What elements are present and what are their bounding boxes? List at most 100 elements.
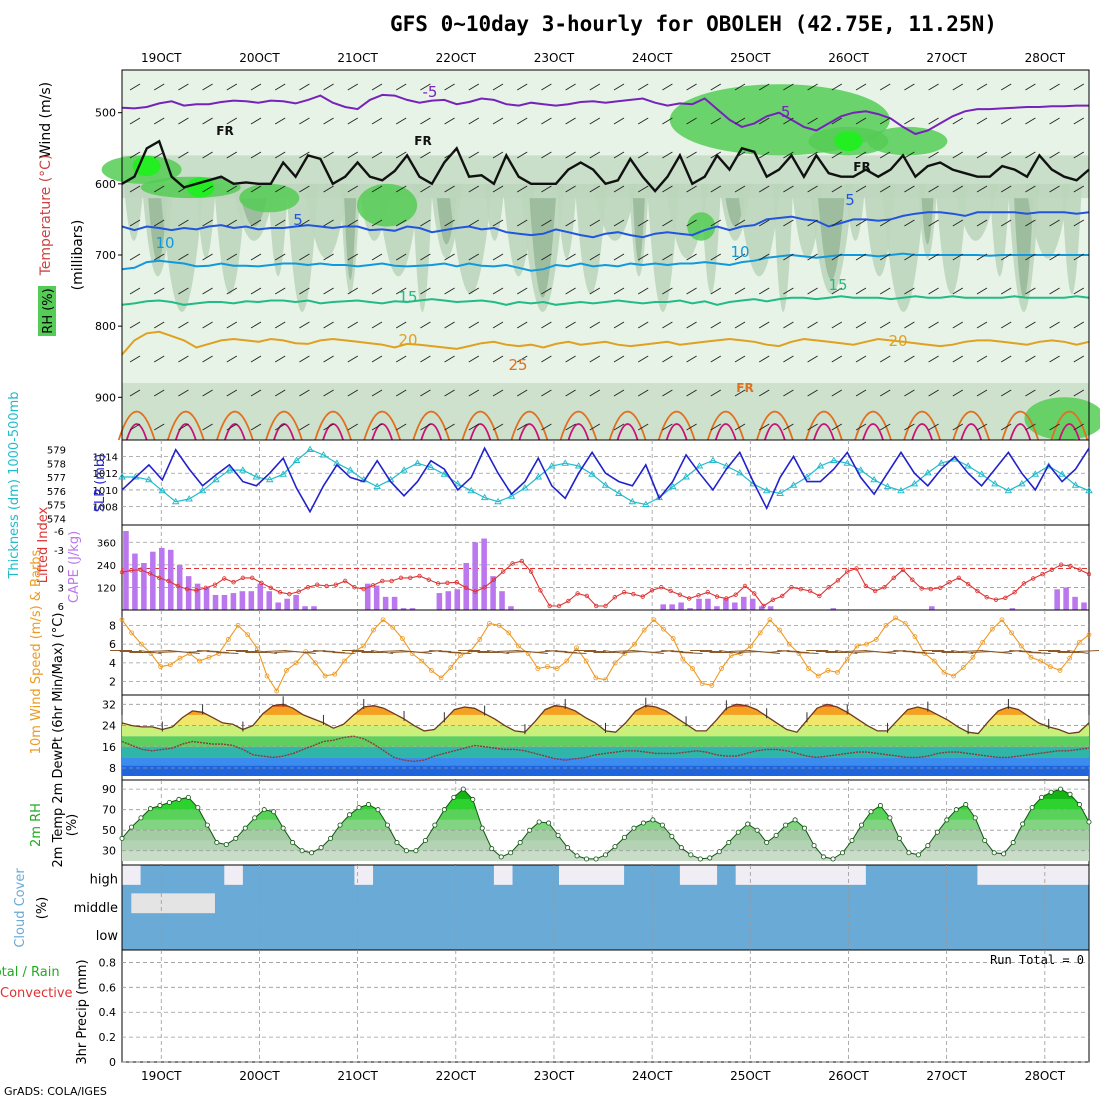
cape-bar <box>749 598 756 610</box>
wind-barb <box>589 83 601 91</box>
rh2m-marker <box>612 844 618 850</box>
wind-barb <box>153 321 165 329</box>
wind-barb <box>686 355 697 363</box>
wind-speed-marker <box>564 658 570 664</box>
isotherm-label: -5 <box>776 103 791 121</box>
wind-barb <box>734 355 746 363</box>
wind-barb <box>613 219 625 227</box>
wind-barb <box>1073 219 1085 227</box>
wind-barb <box>637 389 649 397</box>
wind-barb <box>662 321 673 329</box>
wind-barb-10m <box>371 650 394 654</box>
wind-barb <box>613 83 625 91</box>
wind-barb <box>492 117 504 125</box>
wind-barb <box>1073 389 1085 397</box>
wind-barb <box>1073 423 1085 431</box>
wind-barb <box>178 389 189 397</box>
rh2m-marker <box>138 815 144 821</box>
wind-barb <box>178 423 189 431</box>
rh-tongue <box>159 183 204 312</box>
wind-barb <box>976 423 988 431</box>
wind-barb <box>250 83 262 91</box>
precip-tick-label: 0.8 <box>99 956 117 969</box>
rh2m-marker <box>1029 805 1035 811</box>
isotherm-25-arch <box>952 410 991 441</box>
rh2m-marker <box>1001 851 1007 857</box>
rh2m-marker <box>811 843 817 849</box>
wind-barb-10m <box>438 651 461 653</box>
wind-barb <box>928 389 939 397</box>
cloud-level-label: high <box>90 872 118 887</box>
cape-bar <box>167 549 174 610</box>
wind-speed-marker <box>893 615 898 621</box>
wind-barb <box>734 253 746 261</box>
pressure-axis-label: (millibars) <box>70 220 86 291</box>
lifted-index-marker <box>659 585 664 590</box>
rh-tongue <box>737 183 782 277</box>
rh2m-marker <box>896 835 902 841</box>
rh2m-tick-label: 70 <box>102 804 116 817</box>
lifted-index-marker <box>194 588 199 593</box>
wind-barb <box>202 151 213 159</box>
lifted-index-marker <box>212 582 218 587</box>
wind-speed-marker <box>1038 658 1044 664</box>
wind-speed-marker <box>583 658 589 664</box>
rh2m-marker <box>318 845 324 851</box>
wind-barb <box>904 355 915 363</box>
thickness-marker <box>843 459 852 466</box>
isotherm-5 <box>121 211 1090 239</box>
rh2m-marker <box>157 803 163 809</box>
wind-barb <box>1025 219 1036 227</box>
wind-barb <box>662 389 673 397</box>
wind-barb <box>1000 355 1012 363</box>
isotherm-20 <box>121 330 1090 356</box>
wind-barb <box>395 83 407 91</box>
wind-barb <box>153 185 165 193</box>
wind-speed-marker <box>941 669 947 675</box>
wind-barb-10m <box>612 650 635 652</box>
wind-barb <box>1049 83 1060 91</box>
lifted-index-marker <box>222 576 227 581</box>
slp-axis-label: SLP (mb) <box>93 454 108 513</box>
lifted-index-marker <box>761 603 766 609</box>
cape-bar <box>660 604 666 610</box>
thickness-tick-label: 576 <box>47 487 66 498</box>
pressure-tick-label: 900 <box>95 391 116 404</box>
temp-tick-label: 24 <box>102 720 116 733</box>
cape-tick-label: 360 <box>97 538 116 549</box>
rh2m-marker <box>147 806 153 812</box>
wind-barb <box>734 389 746 397</box>
thickness-marker <box>118 473 126 480</box>
isotherm-30-arch <box>1009 423 1032 441</box>
pressure-tick-label: 800 <box>95 320 116 333</box>
wind-barb <box>879 321 891 329</box>
rh2m-marker <box>669 833 675 839</box>
wind-speed-marker <box>196 658 202 664</box>
bottom-date-label: 20OCT <box>239 1069 280 1083</box>
wind-barb <box>613 389 625 397</box>
wind-barb <box>323 253 334 261</box>
isotherm-25-arch <box>903 410 941 441</box>
wind-barb <box>589 355 601 363</box>
bottom-date-label: 19OCT <box>141 1069 182 1083</box>
wind-barb <box>783 321 794 329</box>
rh2m-marker <box>953 807 959 813</box>
wind-barb <box>299 423 310 431</box>
wind-barb <box>1073 253 1085 261</box>
wind-speed-marker <box>1018 643 1024 649</box>
slp-tick-label: 1008 <box>93 503 118 514</box>
wind-barb-10m <box>1018 651 1042 653</box>
lifted-index-marker <box>231 580 236 585</box>
pressure-tick-label: 500 <box>95 107 116 120</box>
rh-tongue-dark <box>921 198 934 245</box>
wind-barb <box>299 117 310 125</box>
rh2m-marker <box>764 840 770 846</box>
wind-barb-10m <box>670 651 693 653</box>
wind-barb <box>952 355 964 363</box>
wind-speed-marker <box>970 654 976 660</box>
wind-barb <box>710 423 722 431</box>
thickness-marker <box>937 459 946 466</box>
lifted-index-marker <box>519 558 525 564</box>
wind-barb <box>613 253 625 261</box>
rh-saturated-patch <box>132 156 161 177</box>
